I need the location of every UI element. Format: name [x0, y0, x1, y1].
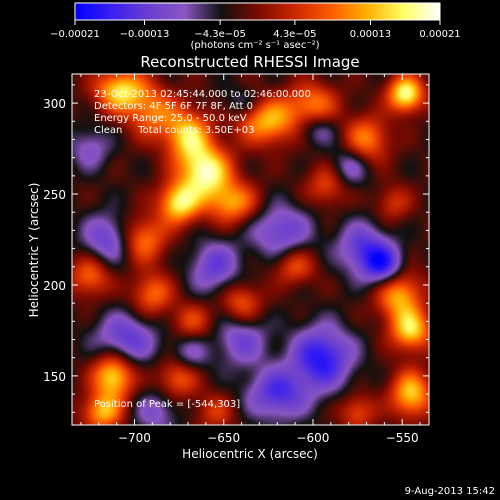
annotation-detectors: Detectors: 4F 5F 6F 7F 8F, Att 0 — [94, 101, 253, 112]
colorbar-tick-label: 0.00021 — [419, 29, 460, 40]
x-tick-label: −700 — [118, 431, 151, 445]
x-axis-ticks: −700 −650 −600 −550 — [80, 74, 421, 445]
x-axis-label: Heliocentric X (arcsec) — [182, 447, 318, 461]
colorbar-tick-label: −0.00013 — [120, 29, 170, 40]
heatmap-image — [72, 74, 429, 425]
peak-position-label: Position of Peak = [-544,303] — [94, 399, 240, 410]
x-tick-label: −550 — [386, 431, 419, 445]
x-tick-label: −650 — [207, 431, 240, 445]
annotation-counts: Clean Total counts: 3.50E+03 — [94, 125, 254, 136]
chart-title: Reconstructed RHESSI Image — [140, 53, 359, 71]
annotation-block: 23-Oct-2013 02:45:44.000 to 02:46:00.000… — [94, 89, 311, 136]
y-tick-label: 150 — [43, 370, 66, 384]
footer-date: 9-Aug-2013 15:42 — [405, 486, 495, 497]
colorbar-tick-label: −4.3e−05 — [194, 29, 246, 40]
colorbar — [74, 2, 441, 21]
y-tick-label: 300 — [43, 97, 66, 111]
colorbar-ticks: −0.00021 −0.00013 −4.3e−05 4.3e−05 0.00013 0.… — [50, 20, 461, 40]
annotation-energy: Energy Range: 25.0 - 50.0 keV — [94, 113, 247, 124]
y-axis-label: Heliocentric Y (arcsec) — [27, 183, 41, 318]
colorbar-tick-label: 0.00013 — [350, 29, 391, 40]
y-axis-ticks: 150 200 250 300 — [43, 84, 429, 413]
colorbar-unit: (photons cm⁻² s⁻¹ asec⁻²) — [190, 40, 319, 51]
colorbar-tick-label: −0.00021 — [50, 29, 100, 40]
colorbar-tick-label: 4.3e−05 — [273, 29, 316, 40]
plot-frame — [71, 73, 430, 426]
annotation-time: 23-Oct-2013 02:45:44.000 to 02:46:00.000 — [94, 89, 311, 100]
x-tick-label: −600 — [296, 431, 329, 445]
y-tick-label: 200 — [43, 279, 66, 293]
y-tick-label: 250 — [43, 188, 66, 202]
